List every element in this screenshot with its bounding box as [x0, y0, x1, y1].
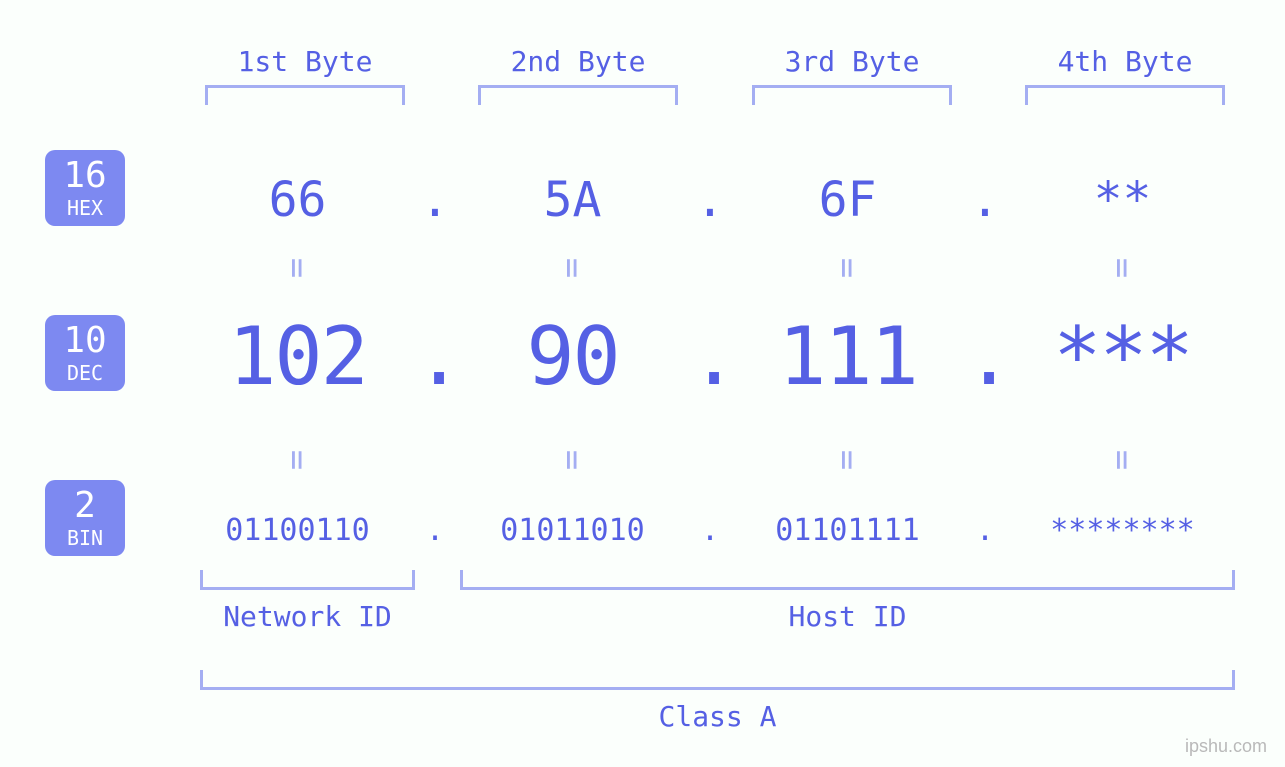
bin-dot-2: . [690, 513, 730, 548]
eq-2-1: = [277, 450, 317, 470]
class-label: Class A [200, 700, 1235, 733]
bin-byte-1: 01100110 [180, 513, 415, 548]
bin-dot-3: . [965, 513, 1005, 548]
watermark: ipshu.com [1185, 736, 1267, 757]
badge-dec-label: DEC [45, 363, 125, 383]
bin-byte-4: ******** [1005, 513, 1240, 548]
bin-byte-2: 01011010 [455, 513, 690, 548]
equals-row-dec-bin: = = = = [180, 440, 1240, 480]
byte-bracket-1 [205, 85, 405, 105]
dec-dot-3: . [965, 310, 1005, 403]
badge-bin-num: 2 [45, 488, 125, 524]
byte-header-1: 1st Byte [205, 45, 405, 78]
hex-byte-3: 6F [730, 172, 965, 228]
eq-2-4: = [1102, 450, 1142, 470]
badge-hex: 16 HEX [45, 150, 125, 226]
network-id-bracket [200, 570, 415, 590]
equals-row-hex-dec: = = = = [180, 248, 1240, 288]
hex-byte-4: ** [1005, 172, 1240, 228]
dec-byte-2: 90 [455, 310, 690, 403]
eq-1-2: = [552, 258, 592, 278]
row-hex: 66 . 5A . 6F . ** [180, 160, 1240, 240]
dec-dot-2: . [690, 310, 730, 403]
byte-header-2: 2nd Byte [478, 45, 678, 78]
eq-1-1: = [277, 258, 317, 278]
row-dec: 102 . 90 . 111 . *** [180, 310, 1240, 390]
hex-byte-2: 5A [455, 172, 690, 228]
bin-byte-3: 01101111 [730, 513, 965, 548]
class-bracket [200, 670, 1235, 690]
badge-bin-label: BIN [45, 528, 125, 548]
byte-bracket-2 [478, 85, 678, 105]
byte-header-3: 3rd Byte [752, 45, 952, 78]
dec-byte-1: 102 [180, 310, 415, 403]
hex-dot-2: . [690, 172, 730, 228]
byte-header-4: 4th Byte [1025, 45, 1225, 78]
dec-byte-4: *** [1005, 310, 1240, 403]
eq-1-4: = [1102, 258, 1142, 278]
host-id-bracket [460, 570, 1235, 590]
hex-dot-1: . [415, 172, 455, 228]
bin-dot-1: . [415, 513, 455, 548]
row-bin: 01100110 . 01011010 . 01101111 . *******… [180, 490, 1240, 570]
hex-byte-1: 66 [180, 172, 415, 228]
eq-1-3: = [827, 258, 867, 278]
badge-dec: 10 DEC [45, 315, 125, 391]
badge-bin: 2 BIN [45, 480, 125, 556]
byte-bracket-3 [752, 85, 952, 105]
badge-hex-num: 16 [45, 158, 125, 194]
hex-dot-3: . [965, 172, 1005, 228]
badge-hex-label: HEX [45, 198, 125, 218]
dec-byte-3: 111 [730, 310, 965, 403]
byte-bracket-4 [1025, 85, 1225, 105]
network-id-label: Network ID [200, 600, 415, 633]
badge-dec-num: 10 [45, 323, 125, 359]
dec-dot-1: . [415, 310, 455, 403]
eq-2-3: = [827, 450, 867, 470]
eq-2-2: = [552, 450, 592, 470]
host-id-label: Host ID [460, 600, 1235, 633]
